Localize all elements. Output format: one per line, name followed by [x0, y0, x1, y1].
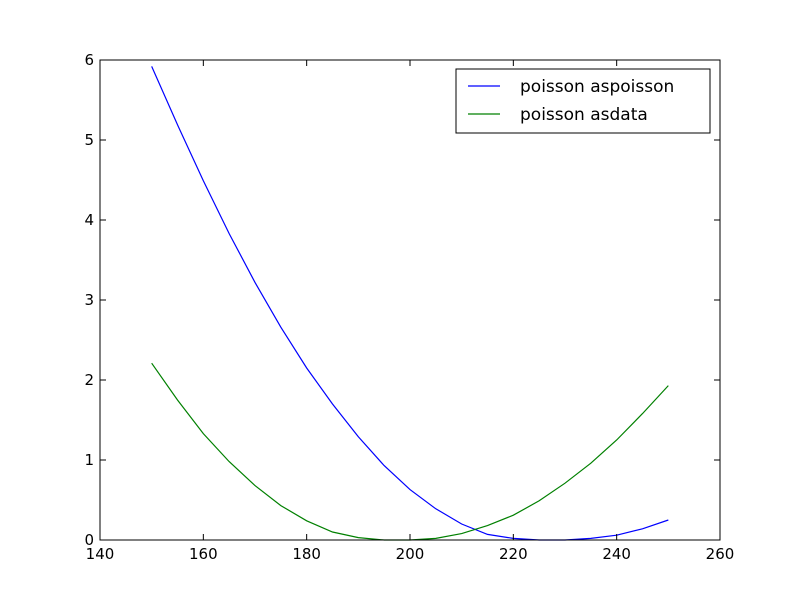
y-tick-label: 4 — [84, 211, 94, 229]
x-tick-label: 200 — [396, 545, 425, 563]
x-tick-label: 220 — [499, 545, 528, 563]
x-tick-label: 240 — [602, 545, 631, 563]
y-tick-label: 0 — [84, 531, 94, 549]
y-tick-label: 3 — [84, 291, 94, 309]
legend-box — [455, 68, 711, 134]
legend-label-1: poisson asdata — [520, 105, 648, 125]
x-tick-label: 180 — [292, 545, 321, 563]
legend: poisson aspoisson poisson asdata — [455, 68, 711, 134]
y-tick-label: 2 — [84, 371, 94, 389]
x-tick-label: 260 — [706, 545, 735, 563]
series-line-0 — [151, 66, 669, 541]
y-tick-label: 5 — [84, 131, 94, 149]
legend-label-0: poisson aspoisson — [520, 77, 674, 97]
ticks-layer: 140 160 180 200 220 240 260 0 1 2 3 4 5 6 — [84, 51, 734, 563]
y-tick-label: 6 — [84, 51, 94, 69]
y-tick-label: 1 — [84, 451, 94, 469]
x-tick-label: 160 — [189, 545, 218, 563]
x-tick-label: 140 — [86, 545, 115, 563]
